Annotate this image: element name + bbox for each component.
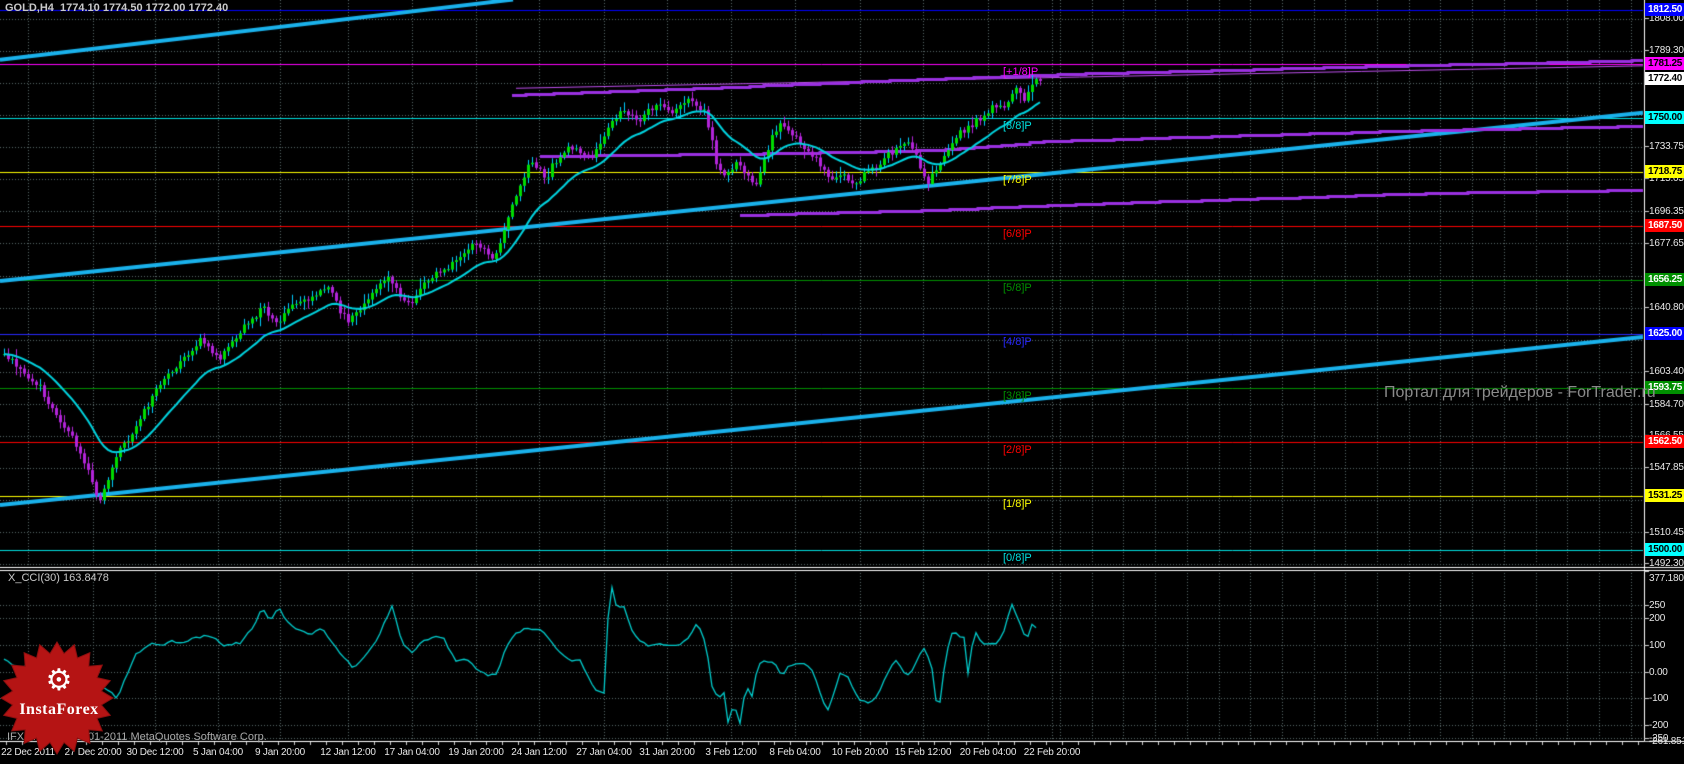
starburst-icon: [1, 641, 114, 755]
cci-tick-label: -200: [1649, 719, 1669, 731]
time-label: 9 Jan 20:00: [254, 747, 306, 758]
price-badge: 1687.50: [1645, 219, 1684, 232]
murrey-level-label: [2/8]P: [1003, 444, 1032, 456]
price-badge: 1772.40: [1645, 72, 1684, 86]
time-label: 30 Dec 12:00: [126, 747, 184, 758]
price-badge: 1625.00: [1645, 327, 1684, 340]
time-label: 22 Dec 2011: [1, 747, 55, 758]
cci-tick-label: 0.00: [1649, 666, 1668, 678]
murrey-level-label: [0/8]P: [1003, 552, 1032, 564]
price-tick-label: 1696.35: [1649, 205, 1684, 217]
cci-tick-label: 377.180: [1649, 573, 1684, 584]
price-tick-label: 1789.30: [1649, 45, 1684, 57]
time-label: 22 Feb 20:00: [1023, 747, 1081, 758]
price-badge: 1750.00: [1645, 111, 1684, 124]
time-label: 24 Jan 12:00: [511, 747, 567, 758]
time-label: 27 Jan 04:00: [576, 747, 632, 758]
murrey-level-label: [4/8]P: [1003, 336, 1032, 348]
price-tick-label: 1640.80: [1649, 301, 1684, 313]
price-badge: 1656.25: [1645, 273, 1684, 286]
price-tick-label: 1603.40: [1649, 366, 1684, 378]
price-badge: 1562.50: [1645, 435, 1684, 448]
cci-current-value: 163.8478: [63, 572, 109, 584]
time-label: 10 Feb 20:00: [831, 747, 889, 758]
price-badge: 1531.25: [1645, 489, 1684, 502]
time-label: 31 Jan 20:00: [639, 747, 695, 758]
murrey-level-label: [+1/8]P: [1003, 66, 1039, 78]
time-label: 19 Jan 20:00: [448, 747, 504, 758]
cci-tick-label: 250: [1649, 599, 1666, 611]
cci-tick-label: -261.851: [1649, 736, 1684, 747]
price-tick-label: 1492.30: [1649, 558, 1684, 570]
murrey-level-label: [8/8]P: [1003, 120, 1032, 132]
cci-tick-label: -100: [1649, 693, 1669, 705]
price-badge: 1593.75: [1645, 381, 1684, 394]
chart-title: GOLD,H4 1774.10 1774.50 1772.00 1772.40: [5, 2, 229, 14]
price-tick-label: 1808.00: [1649, 12, 1684, 24]
logo-brand-text: InstaForex: [19, 701, 99, 718]
price-tick-label: 1510.45: [1649, 526, 1684, 538]
price-tick-label: 1547.85: [1649, 462, 1684, 474]
cci-tick-label: -250: [1649, 733, 1669, 745]
murrey-level-label: [7/8]P: [1003, 174, 1032, 186]
price-tick-label: 1715.05: [1649, 173, 1684, 185]
price-tick-label: 1733.75: [1649, 141, 1684, 153]
time-label: 12 Jan 12:00: [320, 747, 376, 758]
time-label: 5 Jan 04:00: [192, 747, 244, 758]
time-label: 27 Dec 20:00: [64, 747, 122, 758]
cci-tick-label: 100: [1649, 639, 1666, 651]
cci-tick-label: 200: [1649, 613, 1666, 625]
cci-name: X_CCI(30): [8, 572, 60, 584]
murrey-level-label: [6/8]P: [1003, 228, 1032, 240]
price-tick-label: 1584.70: [1649, 398, 1684, 410]
price-tick-label: 1677.65: [1649, 238, 1684, 250]
time-label: 3 Feb 12:00: [705, 747, 757, 758]
instaforex-logo: ⚙ InstaForex: [1, 641, 115, 757]
time-label: 17 Jan 04:00: [384, 747, 440, 758]
murrey-level-label: [1/8]P: [1003, 498, 1032, 510]
time-label: 15 Feb 12:00: [894, 747, 952, 758]
cci-indicator-label: X_CCI(30) 163.8478: [8, 572, 109, 585]
murrey-level-label: [5/8]P: [1003, 282, 1032, 294]
gear-icon: ⚙: [45, 663, 73, 698]
murrey-level-label: [3/8]P: [1003, 390, 1032, 402]
watermark: Портал для трейдеров - ForTrader.ru: [1384, 384, 1656, 401]
price-badge: 1781.25: [1645, 57, 1684, 70]
price-badge: 1500.00: [1645, 543, 1684, 556]
price-badge: 1812.50: [1645, 3, 1684, 16]
time-label: 8 Feb 04:00: [769, 747, 821, 758]
price-badge: 1718.75: [1645, 165, 1684, 178]
time-label: 20 Feb 04:00: [959, 747, 1017, 758]
